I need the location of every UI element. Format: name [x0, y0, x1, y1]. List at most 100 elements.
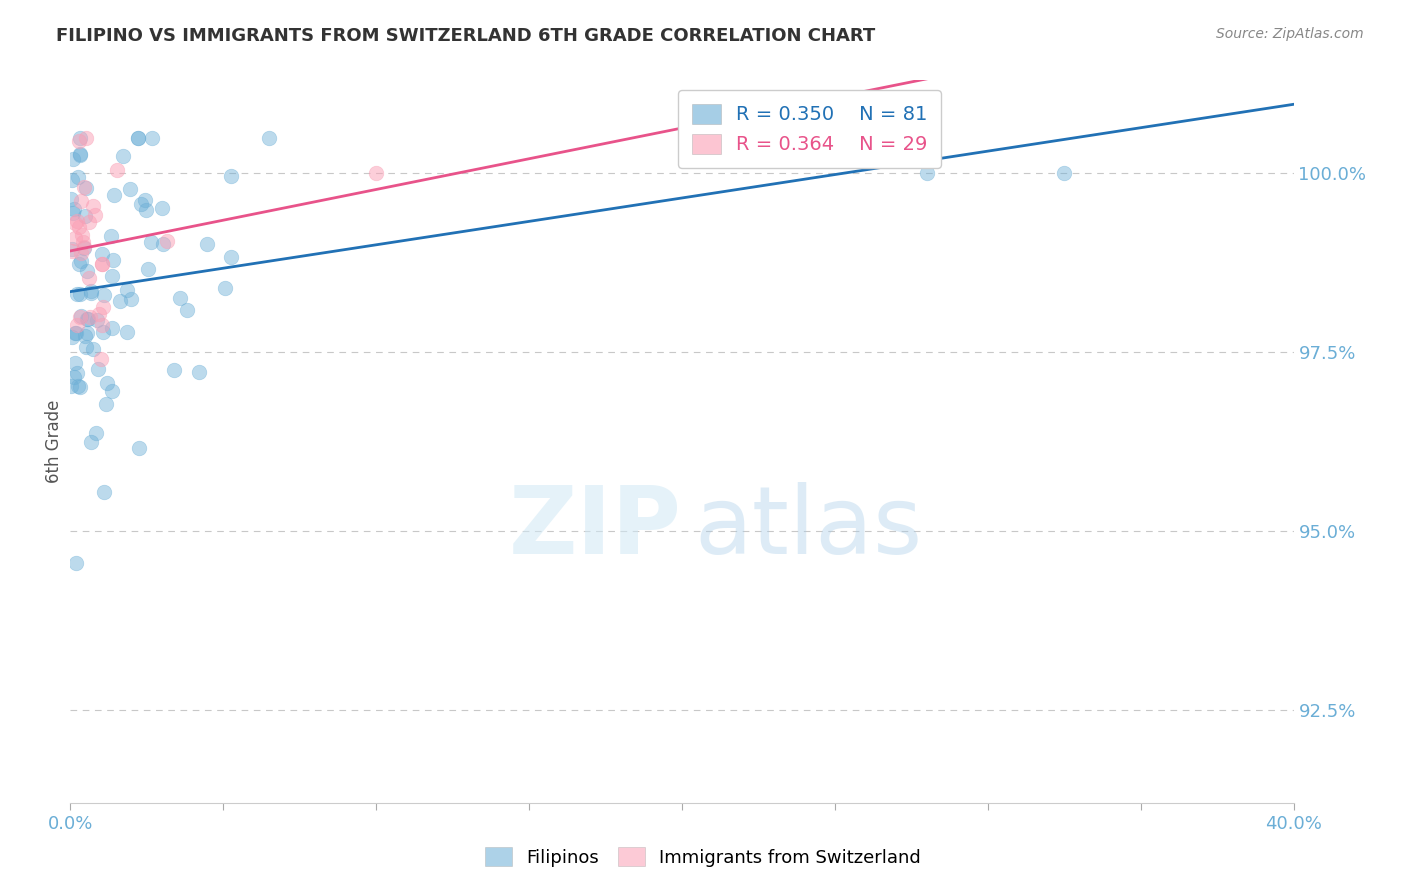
Point [115, 326, 138, 340]
Point [75, 209, 97, 223]
Point [108, 294, 131, 309]
Point [115, 283, 138, 297]
Point [135, 202, 157, 217]
Point [67, 256, 90, 270]
Point [87, 362, 110, 376]
Point [103, 188, 125, 202]
Point [188, 365, 211, 379]
Text: ZIP: ZIP [509, 483, 682, 574]
Point [150, 202, 173, 216]
Legend: Filipinos, Immigrants from Switzerland: Filipinos, Immigrants from Switzerland [478, 840, 928, 874]
Point [66, 367, 89, 381]
Point [93, 325, 115, 339]
Point [63, 370, 86, 384]
Point [169, 291, 191, 305]
Point [112, 148, 135, 162]
Point [90, 247, 112, 261]
Point [90, 351, 112, 366]
Point [82, 343, 104, 357]
Point [67, 134, 90, 148]
Point [70, 194, 93, 208]
Point [63, 355, 86, 369]
Text: atlas: atlas [695, 483, 922, 574]
Point [219, 169, 242, 183]
Point [60, 192, 83, 206]
Point [120, 182, 142, 196]
Point [65, 318, 87, 332]
Point [63, 326, 86, 340]
Text: Source: ZipAtlas.com: Source: ZipAtlas.com [1216, 27, 1364, 41]
Point [77, 270, 100, 285]
Point [366, 166, 388, 180]
Point [86, 313, 108, 327]
Point [93, 484, 115, 499]
Point [176, 303, 198, 318]
Y-axis label: 6th Grade: 6th Grade [45, 400, 63, 483]
Point [101, 320, 124, 334]
Point [91, 300, 114, 314]
Point [75, 181, 97, 195]
Point [59, 378, 82, 392]
Point [75, 130, 97, 145]
Legend: R = 0.350    N = 81, R = 0.364    N = 29: R = 0.350 N = 81, R = 0.364 N = 29 [678, 90, 941, 168]
Point [105, 163, 128, 178]
Point [62, 152, 84, 166]
Point [120, 293, 142, 307]
Point [134, 194, 156, 208]
Point [69, 246, 91, 260]
Point [90, 318, 112, 332]
Point [141, 235, 163, 249]
Point [79, 285, 101, 300]
Point [65, 556, 87, 570]
Point [101, 384, 124, 398]
Point [93, 287, 115, 301]
Point [70, 253, 93, 268]
Point [127, 130, 149, 145]
Point [141, 130, 163, 145]
Point [219, 251, 242, 265]
Point [73, 329, 96, 343]
Point [101, 269, 124, 284]
Point [69, 130, 91, 145]
Point [67, 219, 90, 234]
Point [77, 311, 100, 326]
Point [76, 311, 98, 326]
Point [73, 241, 96, 255]
Point [152, 236, 174, 251]
Point [75, 340, 97, 354]
Point [62, 173, 84, 187]
Point [162, 363, 184, 377]
Point [84, 426, 107, 441]
Point [91, 257, 114, 271]
Point [214, 281, 236, 295]
Point [79, 310, 101, 324]
Point [195, 237, 218, 252]
Point [73, 240, 96, 254]
Point [69, 287, 91, 301]
Point [66, 286, 89, 301]
Point [77, 214, 100, 228]
Point [80, 435, 103, 450]
Point [63, 216, 86, 230]
Point [69, 309, 91, 323]
Point [60, 244, 83, 259]
Point [76, 326, 98, 340]
Point [62, 206, 84, 220]
Point [84, 208, 107, 222]
Point [128, 441, 150, 455]
Point [136, 262, 159, 277]
Point [87, 307, 110, 321]
Point [90, 257, 112, 271]
Point [67, 378, 90, 392]
Point [1053, 166, 1076, 180]
Point [100, 229, 122, 244]
Point [257, 130, 280, 145]
Point [72, 235, 94, 249]
Point [69, 148, 91, 162]
Point [127, 131, 149, 145]
Point [69, 146, 91, 161]
Point [72, 227, 94, 242]
Point [96, 376, 118, 390]
Point [67, 169, 90, 184]
Point [96, 396, 118, 410]
